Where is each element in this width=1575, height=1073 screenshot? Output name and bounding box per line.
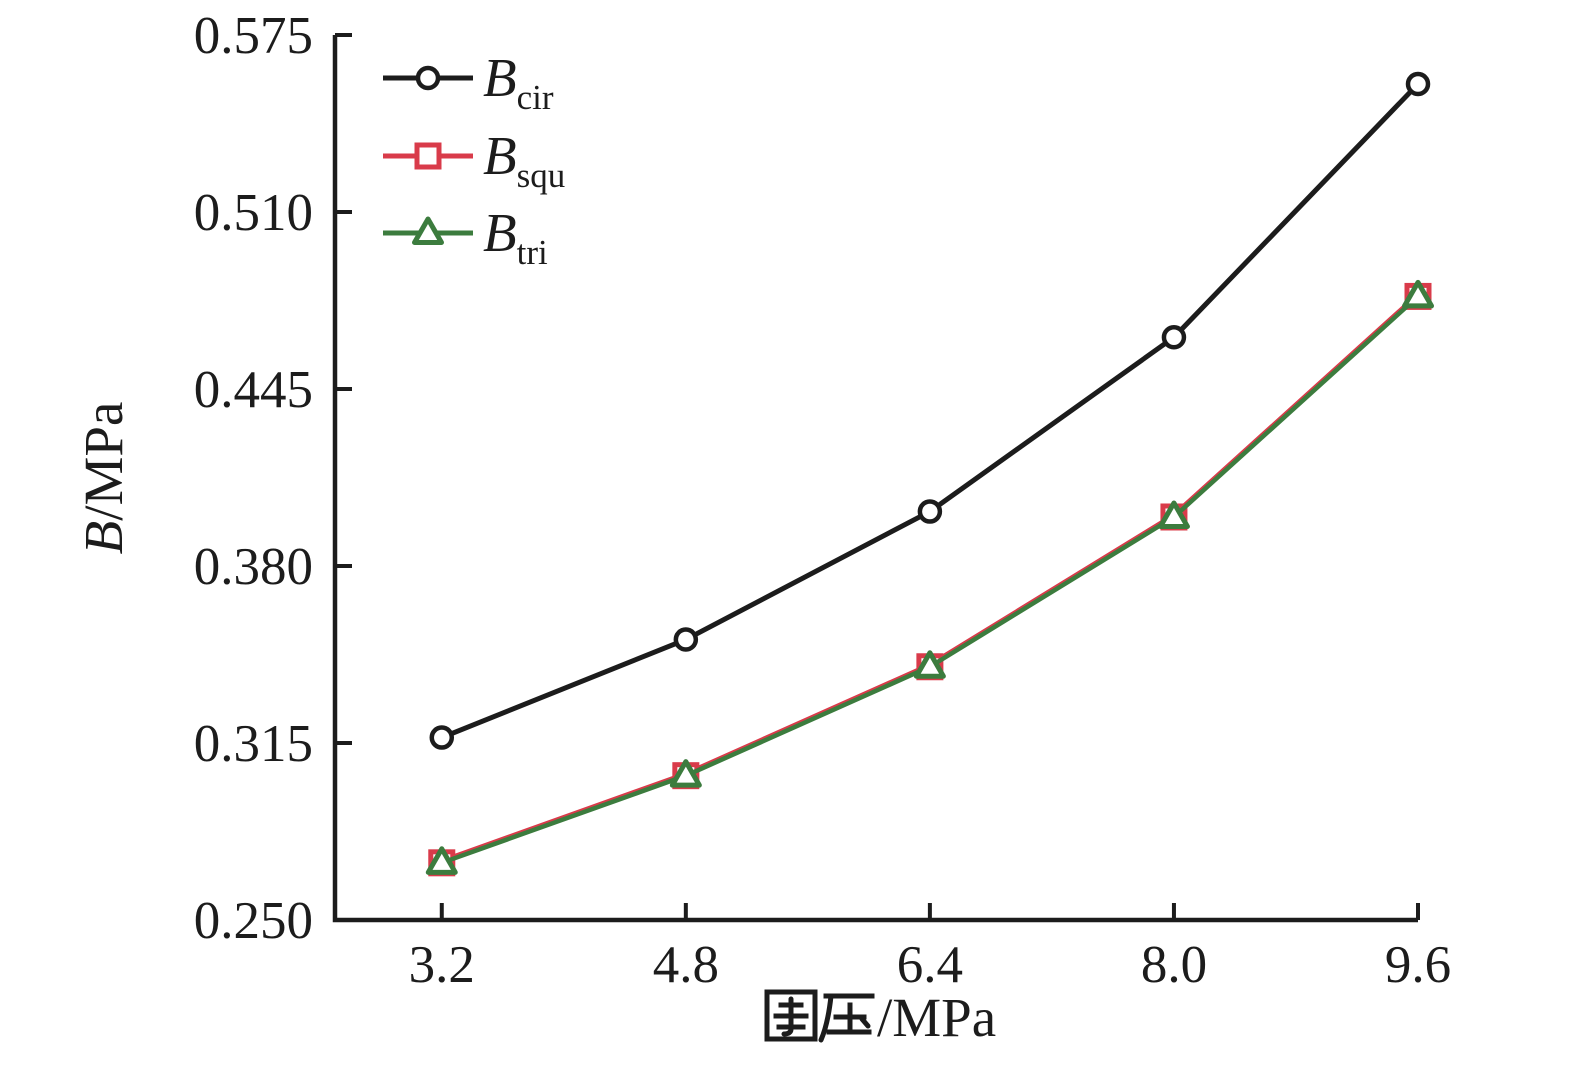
y-axis-tick-label: 0.250 <box>194 892 313 950</box>
x-axis-tick-label: 4.8 <box>653 936 719 994</box>
x-axis-label-cjk-glyphs <box>764 989 875 1043</box>
legend-item-B_cir: Bcir <box>383 47 554 117</box>
x-axis-tick-label: 8.0 <box>1141 936 1207 994</box>
legend-label: Btri <box>483 202 548 272</box>
x-axis-label: /MPa <box>764 987 996 1048</box>
legend-item-B_squ: Bsqu <box>383 125 565 195</box>
axis-ticks: 3.2 4.8 6.4 8.0 9.6 0.250 0.315 0.380 0.445 0.510… <box>194 7 1451 994</box>
y-axis-label: B/MPa <box>73 402 134 555</box>
triangle-marker-icon <box>1157 500 1190 529</box>
data-series <box>425 71 1434 877</box>
x-axis-tick-label: 6.4 <box>897 936 963 994</box>
y-axis-tick-label: 0.445 <box>194 361 313 419</box>
circle-marker-icon <box>415 65 441 91</box>
triangle-marker-icon <box>1402 279 1434 309</box>
triangle-marker-icon <box>669 759 702 788</box>
series-B_squ-line <box>440 292 1420 864</box>
triangle-marker-icon <box>412 216 444 245</box>
circle-marker-icon <box>429 725 455 750</box>
y-axis-tick-label: 0.315 <box>194 715 313 773</box>
y-axis-tick-label: 0.510 <box>194 184 313 242</box>
legend: Bcir Bsqu Btri <box>383 47 565 272</box>
x-axis-label-unit: /MPa <box>877 987 996 1048</box>
x-axis-tick-label: 9.6 <box>1385 936 1451 994</box>
triangle-marker-icon <box>913 650 946 679</box>
circle-marker-icon <box>1161 325 1187 350</box>
triangle-marker-icon <box>425 846 458 875</box>
circle-marker-icon <box>917 499 943 524</box>
series-B_tri-line <box>441 294 1420 865</box>
legend-item-B_tri: Btri <box>383 202 548 272</box>
legend-label: Bsqu <box>483 125 565 195</box>
series-B_tri <box>425 279 1434 875</box>
series-B_cir-line <box>440 82 1420 740</box>
square-marker-icon <box>414 142 442 170</box>
series-B_cir <box>429 71 1431 750</box>
x-axis-tick-label: 3.2 <box>409 936 475 994</box>
y-axis-tick-label: 0.380 <box>194 538 313 596</box>
circle-marker-icon <box>673 627 699 652</box>
legend-label: Bcir <box>483 47 554 117</box>
y-axis-tick-label: 0.575 <box>194 7 313 65</box>
circle-marker-icon <box>1405 71 1431 97</box>
series-B_squ <box>428 282 1432 877</box>
axis-spines <box>332 35 1418 923</box>
